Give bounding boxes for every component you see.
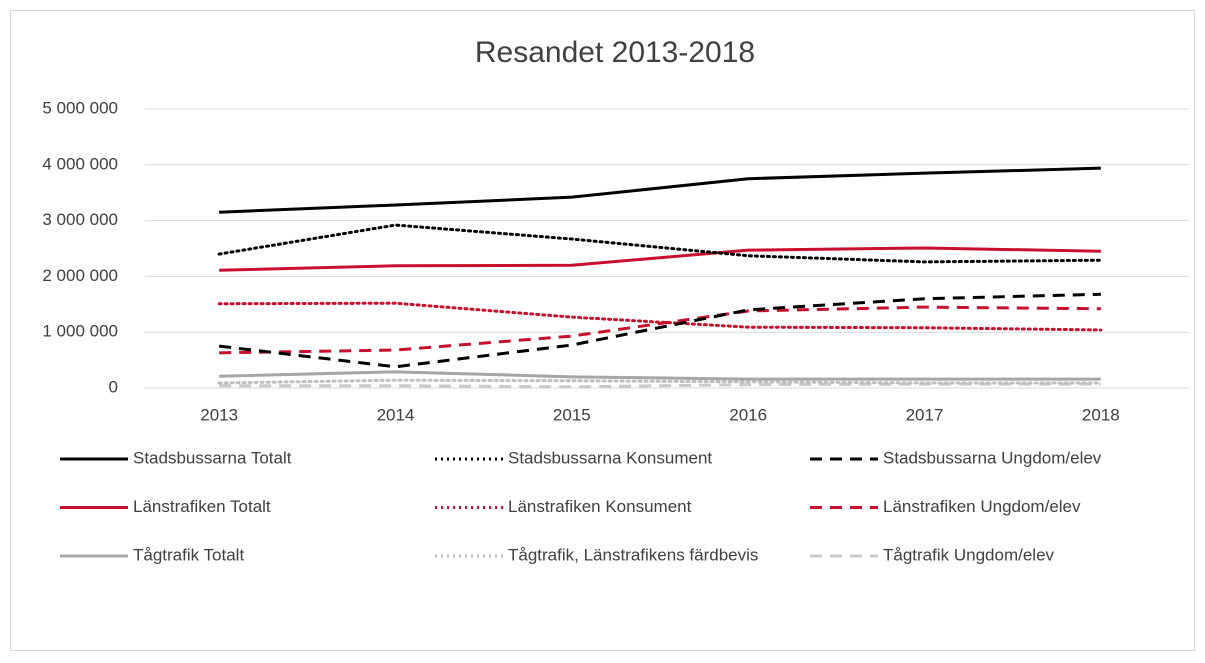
x-tick-label: 2014 bbox=[377, 405, 415, 424]
series-line bbox=[218, 292, 1101, 369]
x-tick-label: 2017 bbox=[906, 405, 944, 424]
legend-label: Länstrafiken Totalt bbox=[133, 497, 271, 516]
x-tick-label: 2016 bbox=[729, 405, 767, 424]
legend-label: Länstrafiken Konsument bbox=[508, 497, 692, 516]
series-line bbox=[219, 382, 1101, 389]
legend-label: Länstrafiken Ungdom/elev bbox=[883, 497, 1081, 516]
y-tick-label: 4 000 000 bbox=[42, 154, 118, 173]
series-line bbox=[219, 370, 1101, 381]
series-line bbox=[219, 305, 1101, 355]
series-line bbox=[217, 223, 1103, 264]
y-tick-label: 5 000 000 bbox=[42, 98, 118, 117]
legend-label: Stadsbussarna Konsument bbox=[508, 448, 712, 467]
y-tick-label: 2 000 000 bbox=[42, 266, 118, 285]
series-line bbox=[217, 378, 1103, 385]
series-line bbox=[217, 301, 1103, 332]
legend-label: Stadsbussarna Totalt bbox=[133, 448, 292, 467]
legend-label: Stadsbussarna Ungdom/elev bbox=[883, 448, 1102, 467]
legend-label: Tågtrafik Ungdom/elev bbox=[883, 545, 1055, 564]
y-tick-label: 3 000 000 bbox=[42, 210, 118, 229]
legend-label: Tågtrafik Totalt bbox=[133, 545, 244, 564]
series-line bbox=[219, 246, 1101, 272]
x-tick-label: 2015 bbox=[553, 405, 591, 424]
x-tick-label: 2018 bbox=[1082, 405, 1120, 424]
chart-title: Resandet 2013-2018 bbox=[475, 36, 755, 69]
series-line bbox=[219, 166, 1101, 214]
y-tick-label: 1 000 000 bbox=[42, 322, 118, 341]
x-tick-label: 2013 bbox=[200, 405, 238, 424]
y-tick-label: 0 bbox=[109, 377, 118, 396]
legend-label: Tågtrafik, Länstrafikens färdbevis bbox=[508, 545, 758, 564]
